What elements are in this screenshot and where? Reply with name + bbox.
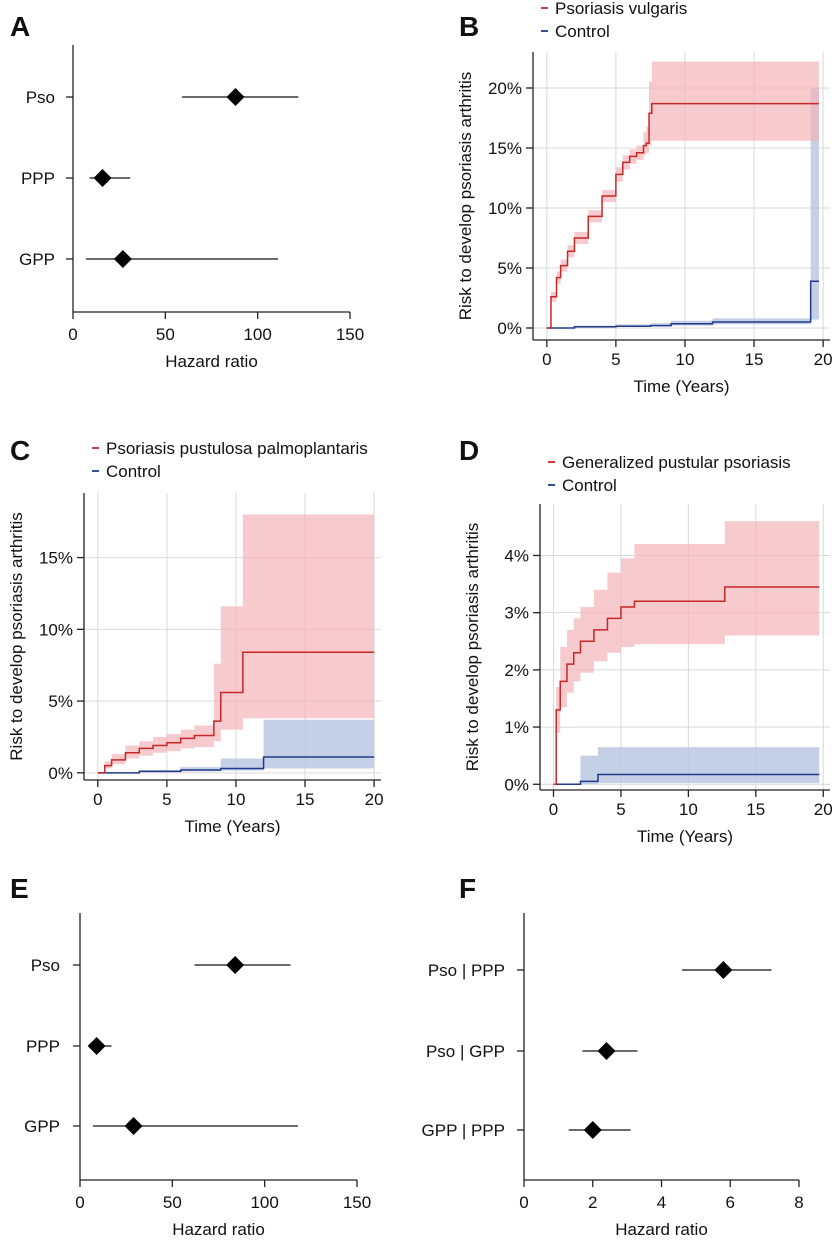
hazard-ratio-marker	[113, 250, 132, 268]
y-tick-label: 0%	[497, 319, 522, 338]
panel-letter-b: B	[459, 11, 479, 42]
chart-e-forest-plot: 0 50 100 150 Hazard ratio Pso PPP GPP	[24, 913, 371, 1239]
case-series-line	[553, 586, 820, 786]
x-tick-label: 50	[156, 325, 175, 344]
x-axis-title: Time (Years)	[637, 827, 733, 846]
y-tick-label: 5%	[497, 259, 522, 278]
x-tick-label: 2	[588, 1193, 597, 1212]
row-label: PPP	[26, 1037, 60, 1056]
x-tick-label: 50	[163, 1193, 182, 1212]
chart-a-forest-plot: 0 50 100 150 Hazard ratio Pso PPP GPP	[19, 45, 364, 371]
x-tick-label: 0	[75, 1193, 84, 1212]
x-axis-title: Hazard ratio	[172, 1220, 265, 1239]
y-tick-label: 15%	[488, 139, 522, 158]
x-tick-label: 150	[343, 1193, 371, 1212]
case-series-line	[546, 102, 819, 329]
x-tick-label: 5	[162, 790, 171, 809]
control-series-line	[546, 280, 819, 329]
row-label: Pso	[31, 956, 60, 975]
x-tick-label: 0	[93, 790, 102, 809]
chart-b-cumulative-risk: 0 5 10 15 20 0% 5% 10% 15% 20% Time (Years) Risk to…	[456, 0, 833, 396]
x-tick-label: 6	[726, 1193, 735, 1212]
legend-label: Psoriasis pustulosa palmoplantaris	[106, 439, 368, 458]
row-label: GPP	[24, 1117, 60, 1136]
x-tick-label: 20	[814, 800, 833, 819]
chart-d-cumulative-risk: 0 5 10 15 20 0% 1% 2% 3% 4% Time (Years) Risk to de…	[463, 453, 833, 846]
row-label: Pso | GPP	[426, 1042, 505, 1061]
x-tick-label: 20	[814, 350, 833, 369]
row-label: PPP	[21, 169, 55, 188]
x-tick-label: 15	[745, 350, 764, 369]
x-tick-label: 5	[616, 800, 625, 819]
panel-letter-a: A	[10, 11, 30, 42]
hazard-ratio-marker	[87, 1037, 106, 1055]
chart-c-cumulative-risk: 0 5 10 15 20 0% 5% 10% 15% Time (Years) Risk to de…	[7, 439, 384, 836]
legend-label: Control	[562, 476, 617, 495]
x-tick-label: 8	[794, 1193, 803, 1212]
legend-label: Generalized pustular psoriasis	[562, 453, 791, 472]
hazard-ratio-marker	[597, 1042, 616, 1060]
case-ci-band	[546, 61, 819, 328]
panel-letter-e: E	[10, 873, 29, 904]
x-axis-title: Hazard ratio	[165, 352, 258, 371]
control-series-line	[97, 756, 375, 774]
y-tick-label: 0%	[48, 764, 73, 783]
y-tick-label: 4%	[504, 546, 529, 565]
x-tick-label: 4	[657, 1193, 666, 1212]
x-tick-label: 5	[611, 350, 620, 369]
y-tick-label: 15%	[39, 549, 73, 568]
panel-letter-c: C	[10, 435, 30, 466]
x-tick-label: 150	[336, 325, 364, 344]
x-tick-label: 15	[746, 800, 765, 819]
y-axis-title: Risk to develop psoriasis arthritis	[456, 72, 475, 320]
legend-label: Control	[555, 22, 610, 41]
chart-f-forest-plot: 0 2 4 6 8 Hazard ratio Pso | PPP Pso | GPP GPP |…	[422, 913, 804, 1239]
y-tick-label: 10%	[488, 199, 522, 218]
x-tick-label: 20	[365, 790, 384, 809]
y-tick-label: 3%	[504, 604, 529, 623]
hazard-ratio-marker	[714, 961, 733, 979]
control-ci-band	[553, 747, 820, 785]
x-tick-label: 10	[675, 350, 694, 369]
panel-letter-d: D	[459, 435, 479, 466]
x-tick-label: 100	[250, 1193, 278, 1212]
x-tick-label: 0	[68, 325, 77, 344]
x-tick-label: 0	[519, 1193, 528, 1212]
x-tick-label: 100	[243, 325, 271, 344]
row-label: GPP | PPP	[422, 1121, 505, 1140]
case-ci-band	[97, 514, 375, 773]
x-tick-label: 10	[226, 790, 245, 809]
x-axis-title: Time (Years)	[633, 377, 729, 396]
x-tick-label: 15	[296, 790, 315, 809]
panel-letter-f: F	[459, 873, 476, 904]
y-tick-label: 0%	[504, 775, 529, 794]
hazard-ratio-marker	[226, 88, 245, 106]
control-series-line	[553, 773, 820, 786]
y-tick-label: 10%	[39, 620, 73, 639]
y-tick-label: 5%	[48, 692, 73, 711]
case-series-line	[97, 651, 375, 774]
legend-label: Control	[106, 462, 161, 481]
x-axis-title: Time (Years)	[184, 817, 280, 836]
y-axis-title: Risk to develop psoriasis arthritis	[7, 512, 26, 760]
y-tick-label: 1%	[504, 718, 529, 737]
x-tick-label: 0	[542, 350, 551, 369]
y-tick-label: 2%	[504, 661, 529, 680]
x-axis-title: Hazard ratio	[615, 1220, 708, 1239]
hazard-ratio-marker	[583, 1121, 602, 1139]
y-tick-label: 20%	[488, 79, 522, 98]
legend-label: Psoriasis vulgaris	[555, 0, 687, 18]
row-label: Pso	[26, 88, 55, 107]
hazard-ratio-marker	[124, 1117, 143, 1135]
hazard-ratio-marker	[226, 956, 245, 974]
control-ci-band	[97, 719, 375, 773]
row-label: Pso | PPP	[428, 961, 505, 980]
row-label: GPP	[19, 250, 55, 269]
x-tick-label: 10	[679, 800, 698, 819]
case-ci-band	[553, 521, 820, 785]
y-axis-title: Risk to develop psoriasis arthritis	[463, 523, 482, 771]
hazard-ratio-marker	[93, 169, 112, 187]
x-tick-label: 0	[549, 800, 558, 819]
